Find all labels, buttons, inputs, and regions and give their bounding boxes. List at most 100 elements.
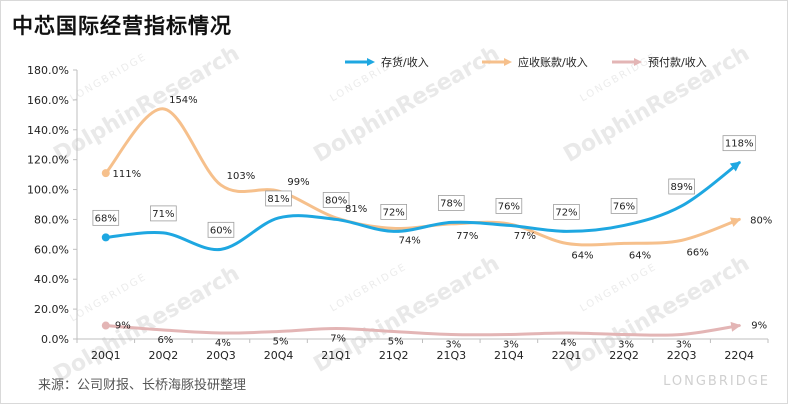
series-point	[220, 332, 222, 334]
data-label-box	[207, 221, 235, 238]
series-point	[681, 239, 683, 241]
series-point	[393, 227, 395, 229]
series-layer	[101, 107, 742, 337]
x-tick-label: 21Q2	[379, 349, 409, 362]
x-tick-label: 21Q1	[321, 349, 351, 362]
data-label: 64%	[629, 250, 651, 261]
series-point	[450, 221, 452, 223]
data-label: 76%	[613, 201, 635, 212]
data-label-box	[668, 178, 695, 195]
x-tick-label: 21Q3	[436, 349, 466, 362]
data-label: 4%	[215, 338, 231, 349]
series-point	[565, 242, 567, 244]
y-tick-label: 20.0%	[34, 303, 69, 316]
data-label: 71%	[152, 209, 174, 220]
legend-label: 存货/收入	[381, 55, 429, 69]
legend-arrow-icon	[634, 58, 642, 66]
series-point	[393, 230, 395, 232]
data-label: 80%	[325, 195, 347, 206]
data-label-box	[553, 203, 580, 220]
series-point	[162, 108, 164, 110]
series-point	[105, 325, 107, 327]
x-tick-label: 22Q2	[609, 349, 639, 362]
series-end-arrow	[729, 161, 741, 172]
series-end-arrow	[729, 217, 742, 227]
data-label-box	[150, 205, 177, 222]
data-label: 74%	[399, 235, 421, 246]
data-label: 154%	[169, 95, 198, 106]
data-label: 3%	[618, 340, 634, 351]
legend-arrow-icon	[367, 58, 375, 66]
y-tick-label: 80.0%	[34, 213, 69, 226]
data-label-box	[610, 198, 638, 214]
series-point	[105, 236, 107, 238]
series-point	[623, 334, 625, 336]
data-label: 68%	[95, 213, 117, 224]
x-tick-label: 22Q4	[724, 349, 754, 362]
data-label: 4%	[561, 338, 577, 349]
series-point	[393, 331, 395, 333]
legend-label: 预付款/收入	[648, 55, 707, 69]
series-line	[104, 161, 741, 251]
data-label: 3%	[503, 340, 519, 351]
data-label: 103%	[227, 171, 256, 182]
data-label: 76%	[498, 201, 520, 212]
series-point	[220, 184, 222, 186]
data-label: 72%	[383, 207, 405, 218]
y-tick-label: 60.0%	[34, 243, 69, 256]
data-label-box	[495, 198, 523, 214]
data-label-box	[322, 192, 350, 208]
x-tick-label: 20Q1	[91, 349, 121, 362]
data-label: 89%	[671, 182, 693, 193]
data-label-box	[265, 190, 292, 207]
x-tick-label: 22Q3	[667, 349, 697, 362]
source-note: 来源：公司财报、长桥海豚投研整理	[38, 378, 247, 393]
series-point	[681, 334, 683, 336]
data-label: 60%	[210, 225, 232, 236]
y-tick-label: 0.0%	[41, 333, 69, 346]
data-label: 99%	[287, 177, 309, 188]
data-label: 78%	[440, 198, 462, 209]
y-tick-label: 160.0%	[27, 94, 69, 107]
data-label: 5%	[388, 337, 404, 348]
series-point	[508, 224, 510, 226]
data-label-box	[380, 203, 408, 220]
series-point	[565, 230, 567, 232]
x-tick-label: 20Q3	[206, 349, 236, 362]
x-tick-label: 22Q1	[552, 349, 582, 362]
data-label: 111%	[112, 169, 141, 180]
series-line	[104, 324, 741, 337]
series-point	[738, 218, 740, 220]
data-label: 81%	[267, 194, 289, 205]
series-point	[623, 242, 625, 244]
data-label: 5%	[273, 337, 289, 348]
data-label: 9%	[751, 321, 767, 332]
data-label: 66%	[687, 247, 709, 258]
data-label: 118%	[725, 139, 754, 150]
series-point	[162, 329, 164, 331]
series-point	[335, 218, 337, 220]
data-label: 77%	[456, 231, 478, 242]
legend: 存货/收入 应收账款/收入 预付款/收入	[345, 55, 707, 69]
y-tick-label: 120.0%	[27, 154, 69, 167]
data-label-box	[722, 135, 756, 152]
series-point	[738, 162, 740, 164]
data-label: 6%	[157, 335, 173, 346]
data-label: 77%	[514, 231, 536, 242]
series-point	[278, 331, 280, 333]
series-point	[278, 217, 280, 219]
x-tick-label: 20Q2	[149, 349, 179, 362]
series-point	[565, 332, 567, 334]
data-label: 3%	[676, 340, 692, 351]
data-label: 3%	[445, 340, 461, 351]
y-tick-label: 140.0%	[27, 124, 69, 137]
series-point	[220, 248, 222, 250]
x-tick-label: 21Q4	[494, 349, 524, 362]
series-point	[681, 205, 683, 207]
legend-arrow-icon	[504, 58, 512, 66]
series-point	[450, 334, 452, 336]
y-tick-label: 180.0%	[27, 64, 69, 77]
data-label: 80%	[750, 215, 772, 226]
data-label: 72%	[555, 207, 577, 218]
